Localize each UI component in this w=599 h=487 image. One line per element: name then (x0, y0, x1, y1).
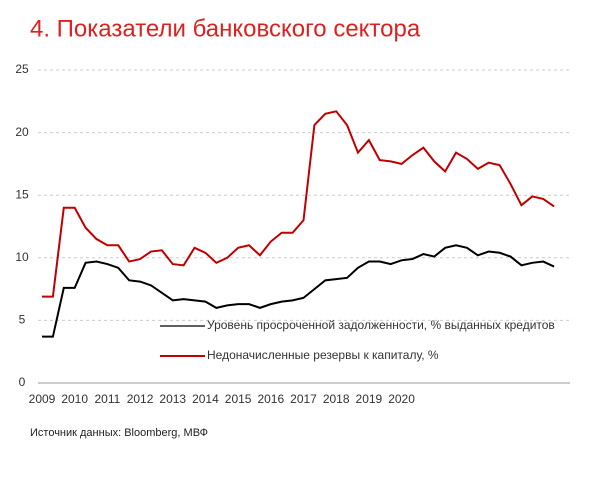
y-tick-label: 15 (15, 187, 29, 201)
y-tick-label: 20 (15, 125, 29, 139)
x-tick-label: 2020 (388, 392, 415, 406)
y-tick-label: 5 (19, 313, 26, 327)
y-tick-label: 0 (19, 375, 26, 389)
legend-label: Уровень просроченной задолженности, % вы… (207, 318, 555, 332)
x-tick-label: 2009 (29, 392, 56, 406)
source-note: Источник данных: Bloomberg, МВФ (30, 427, 208, 439)
y-tick-label: 25 (15, 62, 29, 76)
x-tick-label: 2017 (290, 392, 317, 406)
x-tick-label: 2013 (159, 392, 186, 406)
x-tick-label: 2016 (257, 392, 284, 406)
y-tick-label: 10 (15, 250, 29, 264)
series-line (42, 110, 555, 298)
chart-title: 4. Показатели банковского сектора (30, 15, 421, 42)
x-tick-label: 2018 (323, 392, 350, 406)
x-tick-label: 2010 (61, 392, 88, 406)
series-line (42, 244, 555, 338)
x-tick-label: 2014 (192, 392, 219, 406)
x-tick-label: 2019 (356, 392, 383, 406)
x-tick-label: 2011 (94, 392, 120, 406)
x-tick-label: 2012 (127, 392, 154, 406)
x-tick-label: 2015 (225, 392, 252, 406)
legend-label: Недоначисленные резервы к капиталу, % (207, 348, 439, 362)
